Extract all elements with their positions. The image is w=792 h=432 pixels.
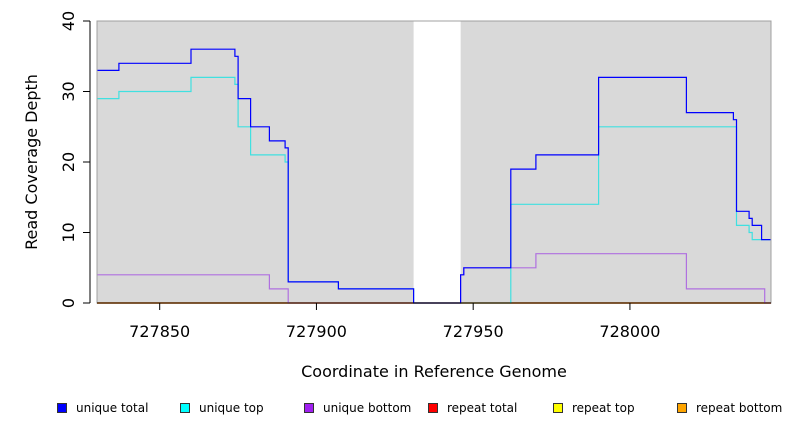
x-tick-label: 727900 bbox=[286, 322, 347, 341]
x-tick-label: 728000 bbox=[599, 322, 660, 341]
legend-swatch bbox=[304, 403, 314, 413]
legend-swatch bbox=[677, 403, 687, 413]
legend-item-repeat-total: repeat total bbox=[428, 398, 517, 418]
legend-swatch bbox=[57, 403, 67, 413]
y-axis-label: Read Coverage Depth bbox=[22, 74, 41, 250]
series-line-unique-total bbox=[97, 48, 771, 304]
y-tick-label: 20 bbox=[59, 152, 78, 172]
legend-item-unique-bottom: unique bottom bbox=[304, 398, 411, 418]
legend-swatch bbox=[428, 403, 438, 413]
legend-item-unique-total: unique total bbox=[57, 398, 148, 418]
y-tick-label: 30 bbox=[59, 81, 78, 101]
x-tick-label: 727950 bbox=[443, 322, 504, 341]
x-axis-label: Coordinate in Reference Genome bbox=[301, 362, 567, 381]
legend-label: unique total bbox=[76, 401, 149, 415]
coverage-chart: 727850 727900 727950 728000 0 10 20 30 40 Coord… bbox=[22, 11, 772, 381]
legend-label: repeat total bbox=[447, 401, 518, 415]
legend-item-repeat-top: repeat top bbox=[553, 398, 635, 418]
legend-label: repeat top bbox=[572, 401, 635, 415]
gap-region bbox=[413, 21, 461, 303]
legend-swatch bbox=[180, 403, 190, 413]
legend-item-unique-top: unique top bbox=[180, 398, 264, 418]
legend-swatch bbox=[553, 403, 563, 413]
y-tick-label: 10 bbox=[59, 222, 78, 242]
y-tick-label: 40 bbox=[59, 11, 78, 31]
legend-label: unique bottom bbox=[323, 401, 412, 415]
y-tick-label: 0 bbox=[59, 298, 78, 308]
x-axis: 727850 727900 727950 728000 bbox=[97, 302, 771, 341]
x-tick-label: 727850 bbox=[129, 322, 190, 341]
legend-item-repeat-bottom: repeat bottom bbox=[677, 398, 782, 418]
legend-label: unique top bbox=[199, 401, 264, 415]
legend-label: repeat bottom bbox=[696, 401, 783, 415]
legend: unique total unique top unique bottom repea… bbox=[0, 398, 792, 420]
y-axis: 0 10 20 30 40 bbox=[59, 11, 91, 308]
